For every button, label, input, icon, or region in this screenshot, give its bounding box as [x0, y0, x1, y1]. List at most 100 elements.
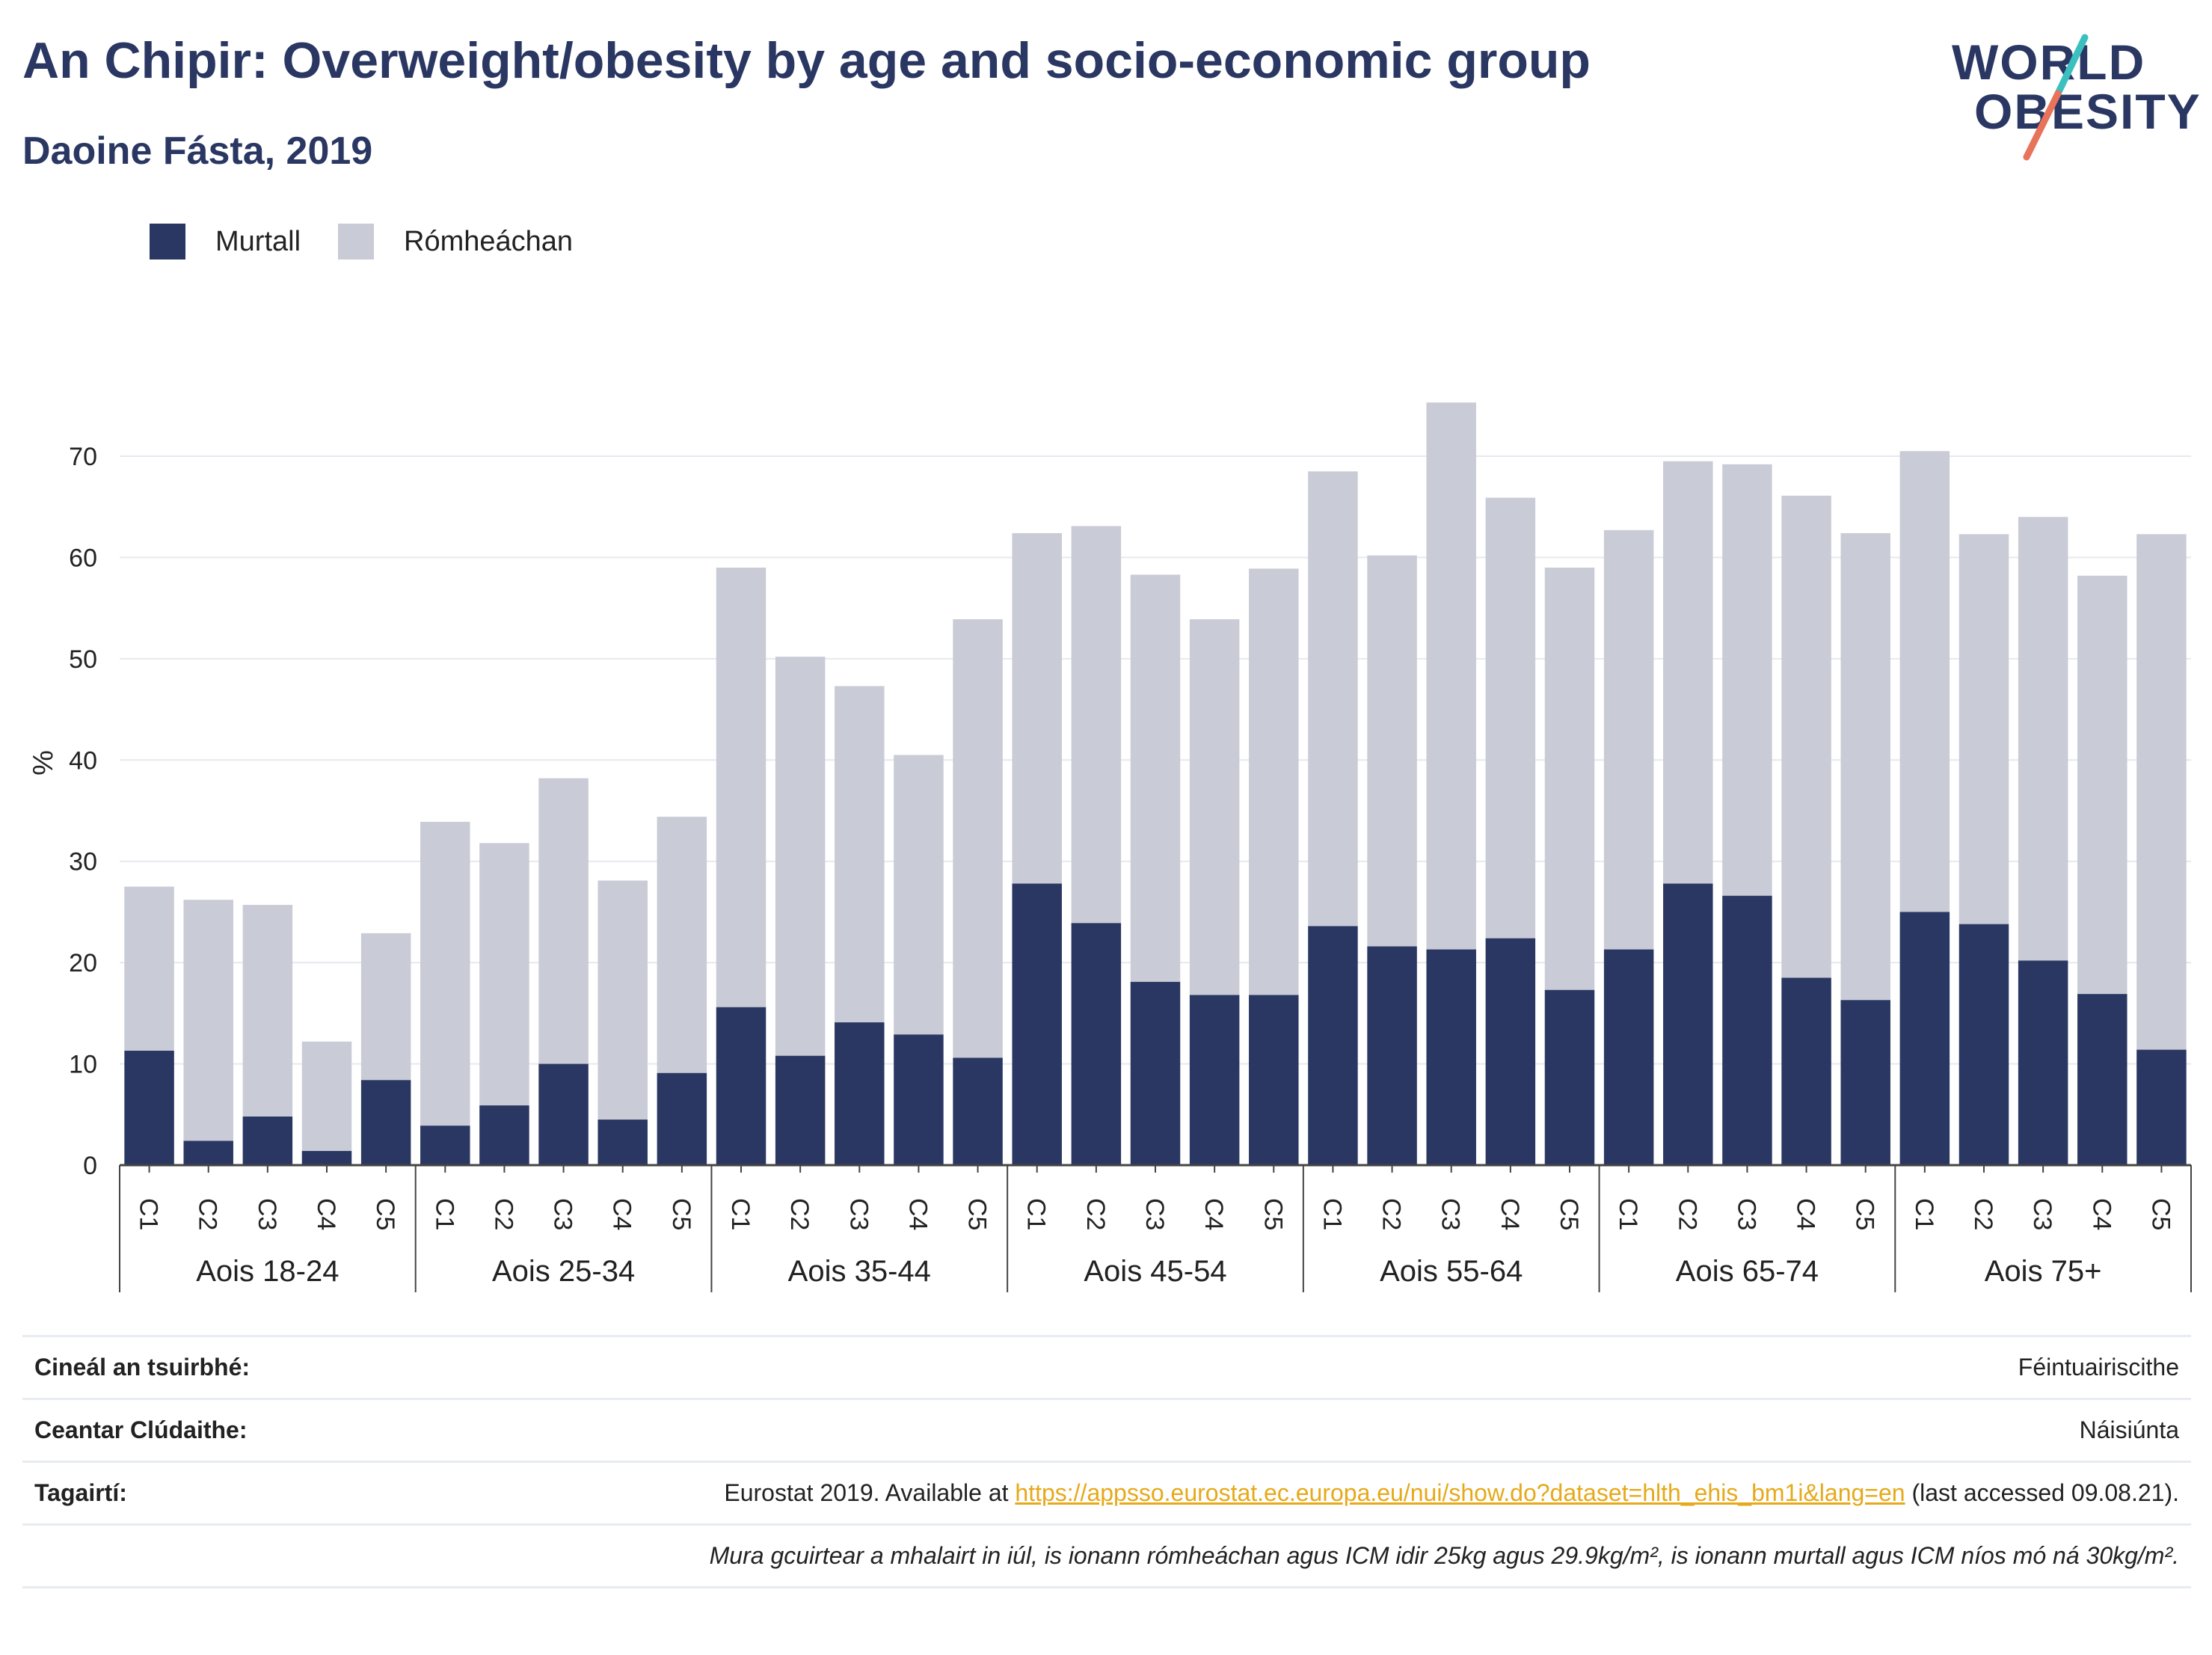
- category-tick-label: C3: [2028, 1198, 2056, 1230]
- bar-overweight: [538, 778, 589, 1064]
- bar-obesity: [2077, 994, 2127, 1165]
- bar-overweight: [1485, 497, 1536, 939]
- bar-overweight: [1544, 567, 1595, 990]
- legend-label-overweight: Rómheáchan: [404, 225, 574, 257]
- bar-overweight: [1189, 619, 1240, 995]
- bar-overweight: [420, 821, 470, 1126]
- category-tick-label: C4: [312, 1198, 340, 1230]
- bar-obesity: [1071, 923, 1122, 1165]
- bar-overweight: [1308, 471, 1358, 927]
- legend-swatch-overweight: [338, 224, 375, 260]
- bar-overweight: [1130, 574, 1181, 982]
- bar-obesity: [657, 1072, 707, 1165]
- category-tick-label: C4: [1199, 1198, 1228, 1230]
- category-tick-label: C3: [1437, 1198, 1465, 1230]
- bar-obesity: [242, 1116, 293, 1165]
- bar-overweight: [1071, 526, 1122, 924]
- bar-obesity: [1781, 977, 1831, 1165]
- bar-obesity: [2018, 960, 2068, 1165]
- legend-item-overweight: Rómheáchan: [338, 224, 573, 260]
- bar-obesity: [1189, 995, 1240, 1165]
- category-tick-label: C4: [1792, 1198, 1820, 1230]
- category-tick-label: C4: [1496, 1198, 1524, 1230]
- bar-obesity: [1722, 895, 1772, 1165]
- category-tick-label: C1: [1910, 1198, 1938, 1230]
- category-tick-label: C3: [1732, 1198, 1760, 1230]
- category-tick-label: C2: [1673, 1198, 1701, 1230]
- bar-obesity: [1308, 926, 1358, 1165]
- category-tick-label: C3: [844, 1198, 873, 1230]
- bar-obesity: [1249, 995, 1299, 1165]
- info-row-note: Mura gcuirtear a mhalairt in iúl, is ion…: [22, 1523, 2191, 1588]
- age-group-label: Aois 65-74: [1676, 1255, 1819, 1288]
- bar-overweight: [301, 1041, 352, 1152]
- age-group-label: Aois 25-34: [492, 1255, 635, 1288]
- bar-obesity: [775, 1055, 826, 1165]
- bar-overweight: [2018, 517, 2068, 961]
- references-label: Tagairtí:: [34, 1479, 127, 1506]
- category-tick-label: C5: [1259, 1198, 1287, 1230]
- category-tick-label: C4: [903, 1198, 932, 1230]
- bar-overweight: [1722, 464, 1772, 896]
- bar-obesity: [894, 1034, 944, 1165]
- bar-obesity: [124, 1050, 174, 1165]
- y-tick-label: 50: [69, 645, 97, 674]
- chart-subtitle: Daoine Fásta, 2019: [22, 129, 373, 173]
- bar-obesity: [2136, 1049, 2187, 1165]
- category-tick-label: C2: [785, 1198, 814, 1230]
- world-obesity-logo: WORLD OBESITY: [1952, 34, 2202, 165]
- bar-overweight: [894, 755, 944, 1035]
- bar-overweight: [1781, 495, 1831, 978]
- bar-obesity: [597, 1120, 648, 1165]
- category-tick-label: C1: [135, 1198, 163, 1230]
- bar-overweight: [1249, 568, 1299, 995]
- bar-obesity: [1485, 938, 1536, 1165]
- category-tick-label: C5: [2146, 1198, 2175, 1230]
- definition-note: Mura gcuirtear a mhalairt in iúl, is ion…: [709, 1542, 2179, 1569]
- bar-obesity: [1840, 1000, 1890, 1165]
- category-tick-label: C3: [1140, 1198, 1169, 1230]
- age-group-label: Aois 75+: [1985, 1255, 2102, 1288]
- bar-overweight: [1012, 532, 1062, 884]
- logo-line-2: OBESITY: [1974, 84, 2202, 139]
- bar-obesity: [183, 1140, 233, 1165]
- bar-overweight: [1603, 529, 1654, 950]
- bar-overweight: [716, 567, 766, 1007]
- age-group-label: Aois 18-24: [196, 1255, 339, 1288]
- bar-obesity: [1426, 949, 1476, 1165]
- info-row-survey-type: Cineál an tsuirbhé: Féintuairiscithe: [22, 1335, 2191, 1398]
- bar-overweight: [124, 886, 174, 1051]
- bar-overweight: [835, 686, 885, 1023]
- bar-overweight: [1426, 402, 1476, 950]
- bar-obesity: [1899, 912, 1950, 1165]
- category-tick-label: C5: [667, 1198, 695, 1230]
- bar-overweight: [1958, 534, 2009, 924]
- bar-overweight: [1663, 461, 1713, 884]
- references-suffix: (last accessed 09.08.21).: [1905, 1479, 2179, 1506]
- chart-title: An Chipir: Overweight/obesity by age and…: [22, 32, 1591, 89]
- bar-obesity: [835, 1022, 885, 1165]
- category-tick-label: C1: [1318, 1198, 1346, 1230]
- y-tick-label: 20: [69, 949, 97, 977]
- bar-obesity: [420, 1126, 470, 1165]
- survey-type-label: Cineál an tsuirbhé:: [34, 1354, 251, 1381]
- category-tick-label: C5: [963, 1198, 992, 1230]
- info-row-coverage: Ceantar Clúdaithe: Náisiúnta: [22, 1398, 2191, 1461]
- bar-obesity: [953, 1057, 1003, 1165]
- age-group-label: Aois 55-64: [1380, 1255, 1523, 1288]
- references-link[interactable]: https://appsso.eurostat.ec.europa.eu/nui…: [1015, 1479, 1905, 1506]
- logo-line-1: WORLD: [1952, 34, 2146, 90]
- category-tick-label: C5: [371, 1198, 399, 1230]
- legend-swatch-obesity: [150, 224, 185, 260]
- category-tick-label: C4: [2087, 1198, 2116, 1230]
- category-tick-label: C1: [1022, 1198, 1051, 1230]
- category-tick-label: C5: [1555, 1198, 1583, 1230]
- category-tick-label: C2: [194, 1198, 222, 1230]
- logo-slash-icon: [2023, 34, 2089, 161]
- coverage-value: Náisiúnta: [2079, 1416, 2179, 1443]
- bar-overweight: [360, 933, 411, 1081]
- category-tick-label: C2: [1377, 1198, 1406, 1230]
- bar-obesity: [1603, 949, 1654, 1165]
- y-tick-label: 40: [69, 746, 97, 775]
- bar-obesity: [538, 1063, 589, 1165]
